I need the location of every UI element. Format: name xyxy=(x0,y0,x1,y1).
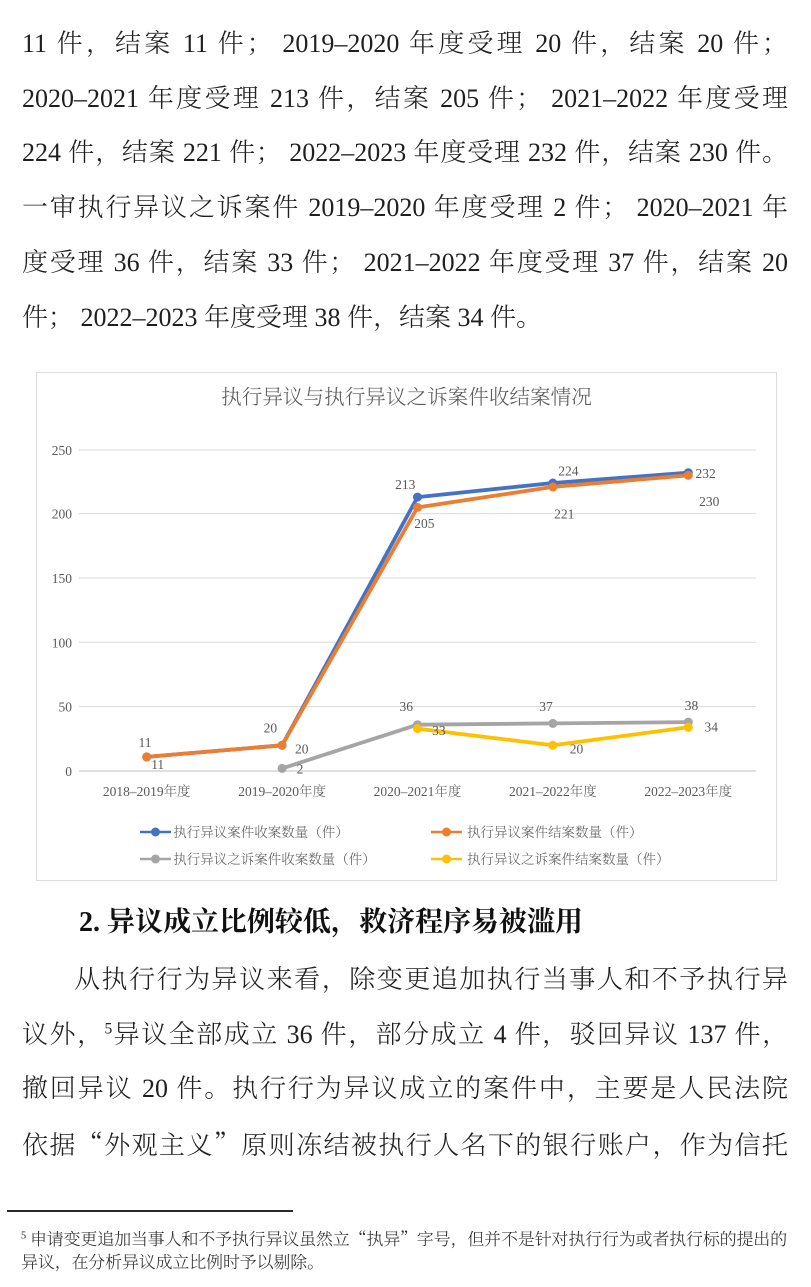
svg-text:150: 150 xyxy=(52,571,73,586)
svg-text:33: 33 xyxy=(432,723,446,738)
svg-text:20: 20 xyxy=(295,742,309,757)
svg-text:2019–2020年度: 2019–2020年度 xyxy=(238,783,326,799)
svg-text:200: 200 xyxy=(52,507,73,522)
svg-text:2020–2021年度: 2020–2021年度 xyxy=(374,783,462,799)
svg-text:2021–2022年度: 2021–2022年度 xyxy=(509,783,597,799)
svg-text:250: 250 xyxy=(52,443,73,458)
svg-text:232: 232 xyxy=(695,466,715,481)
svg-text:2: 2 xyxy=(297,762,304,777)
svg-text:2022–2023年度: 2022–2023年度 xyxy=(644,783,732,799)
svg-text:0: 0 xyxy=(65,764,72,779)
svg-text:205: 205 xyxy=(414,516,435,531)
svg-text:执行异议案件收案数量（件）: 执行异议案件收案数量（件） xyxy=(173,824,348,840)
svg-text:221: 221 xyxy=(554,506,574,521)
svg-text:20: 20 xyxy=(264,721,278,736)
svg-text:执行异议案件结案数量（件）: 执行异议案件结案数量（件） xyxy=(467,824,643,840)
svg-text:11: 11 xyxy=(139,735,152,750)
svg-text:224: 224 xyxy=(558,463,579,478)
svg-text:38: 38 xyxy=(685,698,699,713)
svg-text:100: 100 xyxy=(52,635,73,650)
svg-text:执行异议之诉案件收案数量（件）: 执行异议之诉案件收案数量（件） xyxy=(173,851,375,867)
svg-text:213: 213 xyxy=(395,477,416,492)
svg-text:20: 20 xyxy=(570,741,584,756)
svg-text:230: 230 xyxy=(699,494,720,509)
svg-text:2018–2019年度: 2018–2019年度 xyxy=(103,783,191,799)
svg-text:执行异议之诉案件结案数量（件）: 执行异议之诉案件结案数量（件） xyxy=(467,851,670,867)
svg-text:50: 50 xyxy=(59,700,73,715)
svg-text:执行异议与执行异议之诉案件收结案情况: 执行异议与执行异议之诉案件收结案情况 xyxy=(221,386,592,409)
svg-text:36: 36 xyxy=(400,699,414,714)
svg-text:37: 37 xyxy=(539,699,553,714)
svg-text:11: 11 xyxy=(151,757,164,772)
svg-text:34: 34 xyxy=(705,720,719,735)
